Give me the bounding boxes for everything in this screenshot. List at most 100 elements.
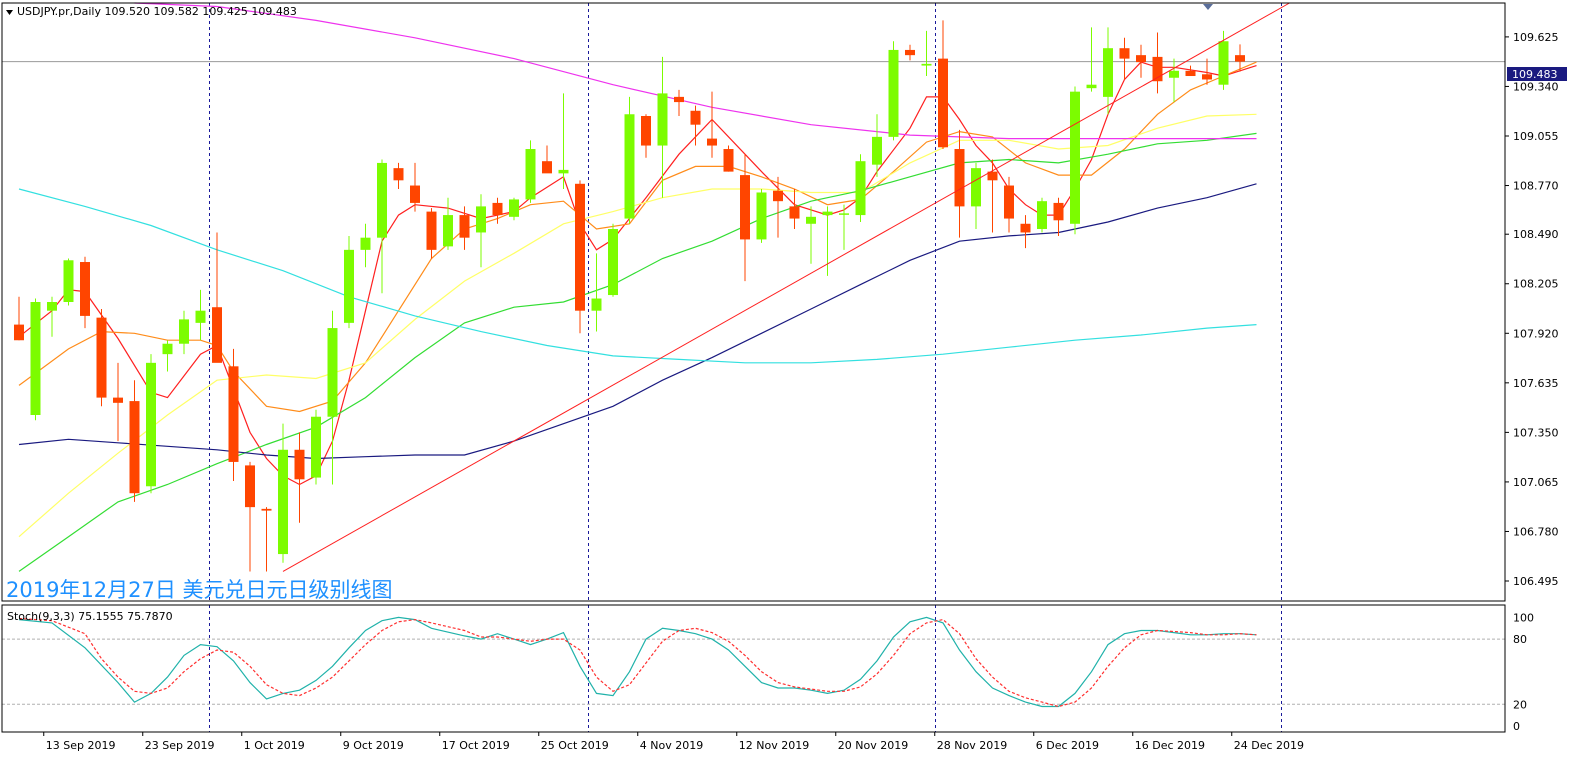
candle-bear: [1202, 74, 1212, 80]
candle-bull: [1169, 70, 1179, 78]
candle-bear: [575, 183, 585, 311]
candle-bear: [789, 206, 800, 219]
price-tick-label: 108.770: [1513, 180, 1559, 193]
current-price-tag: [1507, 67, 1567, 81]
candle-bull: [443, 215, 453, 247]
candle-bear: [707, 138, 717, 146]
date-tick-label: 4 Nov 2019: [640, 739, 703, 752]
candle-bull: [195, 310, 206, 323]
moving-average-line: [18, 61, 1257, 413]
candle-bull: [872, 136, 882, 165]
price-tick-label: 107.920: [1513, 327, 1559, 340]
candle-bull: [30, 302, 41, 415]
candle-bear: [96, 317, 107, 398]
candle-bull: [1086, 84, 1097, 89]
stoch-tick-label: 0: [1513, 720, 1520, 733]
price-tick-label: 106.495: [1513, 575, 1559, 588]
current-price-label: 109.483: [1512, 68, 1558, 81]
candle-bull: [344, 249, 354, 323]
date-tick-label: 6 Dec 2019: [1036, 739, 1099, 752]
candle-bull: [47, 302, 57, 311]
candle-bear: [954, 149, 965, 207]
candle-bear: [905, 49, 915, 56]
candle-bull: [476, 206, 486, 233]
date-tick-label: 28 Nov 2019: [937, 739, 1007, 752]
candle-bear: [1136, 55, 1146, 63]
candle-bull: [146, 362, 156, 487]
candle-bull: [624, 114, 635, 219]
stoch-main-line: [18, 616, 1257, 708]
candle-bull: [1218, 41, 1229, 85]
candle-bull: [839, 213, 849, 215]
candle-bull: [657, 93, 668, 146]
moving-average-line: [18, 183, 1257, 460]
candle-bull: [63, 260, 74, 302]
price-tick-label: 106.780: [1513, 525, 1559, 538]
date-tick-label: 1 Oct 2019: [244, 739, 305, 752]
dropdown-triangle-icon[interactable]: [6, 10, 13, 15]
candle-bear: [261, 508, 272, 511]
main-panel-frame: [1, 2, 1506, 602]
stoch-header: Stoch(9,3,3) 75.1555 75.7870: [7, 610, 173, 623]
candle-bear: [212, 307, 222, 363]
candle-bull: [806, 216, 816, 224]
main-grid: [2, 3, 1505, 732]
arrow-marker-icon: [1203, 4, 1213, 10]
date-tick-label: 20 Nov 2019: [838, 739, 908, 752]
stoch-tick-label: 20: [1513, 698, 1527, 711]
candle-bull: [278, 449, 288, 555]
candle-bear: [1119, 48, 1130, 59]
date-tick-label: 25 Oct 2019: [541, 739, 609, 752]
candle-bull: [360, 237, 371, 250]
candle-bear: [1053, 202, 1064, 221]
candle-bear: [426, 211, 437, 250]
chart-caption: 2019年12月27日 美元兑日元日级别线图: [6, 578, 393, 602]
candle-bear: [641, 115, 651, 146]
stochastic-panel: [2, 616, 1505, 708]
candle-bear: [542, 161, 552, 174]
candle-bear: [674, 96, 684, 103]
symbol-header: USDJPY.pr,Daily 109.520 109.582 109.425 …: [17, 5, 297, 18]
candle-bull: [591, 298, 602, 311]
candle-bear: [1020, 223, 1031, 233]
candle-bear: [1185, 70, 1196, 77]
candle-bull: [179, 319, 189, 344]
date-tick-label: 23 Sep 2019: [145, 739, 215, 752]
candle-bull: [1070, 91, 1080, 224]
candle-bull: [971, 168, 981, 207]
candle-bear: [80, 262, 90, 316]
candle-bull: [1037, 201, 1047, 229]
candle-bull: [756, 192, 767, 240]
candle-bear: [294, 449, 305, 480]
candle-bear: [938, 58, 948, 148]
candle-bear: [459, 215, 470, 238]
stoch-signal-line: [18, 617, 1257, 708]
stoch-tick-label: 80: [1513, 633, 1527, 646]
candle-bull: [608, 228, 618, 296]
candle-bear: [393, 168, 404, 181]
stoch-panel-frame: [1, 604, 1506, 733]
candle-bear: [1152, 56, 1163, 82]
axes: 109.625 109.340 109.055 108.770 108.490 108.2…: [43, 31, 1559, 752]
candle-bear: [773, 190, 783, 202]
stoch-tick-label: 100: [1513, 611, 1534, 624]
price-tick-label: 108.205: [1513, 278, 1559, 291]
candle-bear: [1004, 185, 1014, 219]
candle-bear: [113, 397, 123, 403]
date-tick-label: 9 Oct 2019: [343, 739, 404, 752]
date-tick-label: 24 Dec 2019: [1234, 739, 1304, 752]
date-tick-label: 17 Oct 2019: [442, 739, 510, 752]
candle-bear: [14, 324, 24, 341]
candle-bear: [245, 465, 255, 508]
price-tick-label: 109.340: [1513, 80, 1559, 93]
trendline-group: [282, 2, 1290, 572]
candle-bull: [311, 416, 321, 478]
candle-bear: [410, 185, 420, 203]
candle-bull: [1103, 48, 1113, 97]
candle-bear: [492, 202, 503, 216]
moving-average-line: [18, 132, 1257, 572]
candle-bull: [888, 49, 899, 137]
price-tick-label: 108.490: [1513, 228, 1559, 241]
